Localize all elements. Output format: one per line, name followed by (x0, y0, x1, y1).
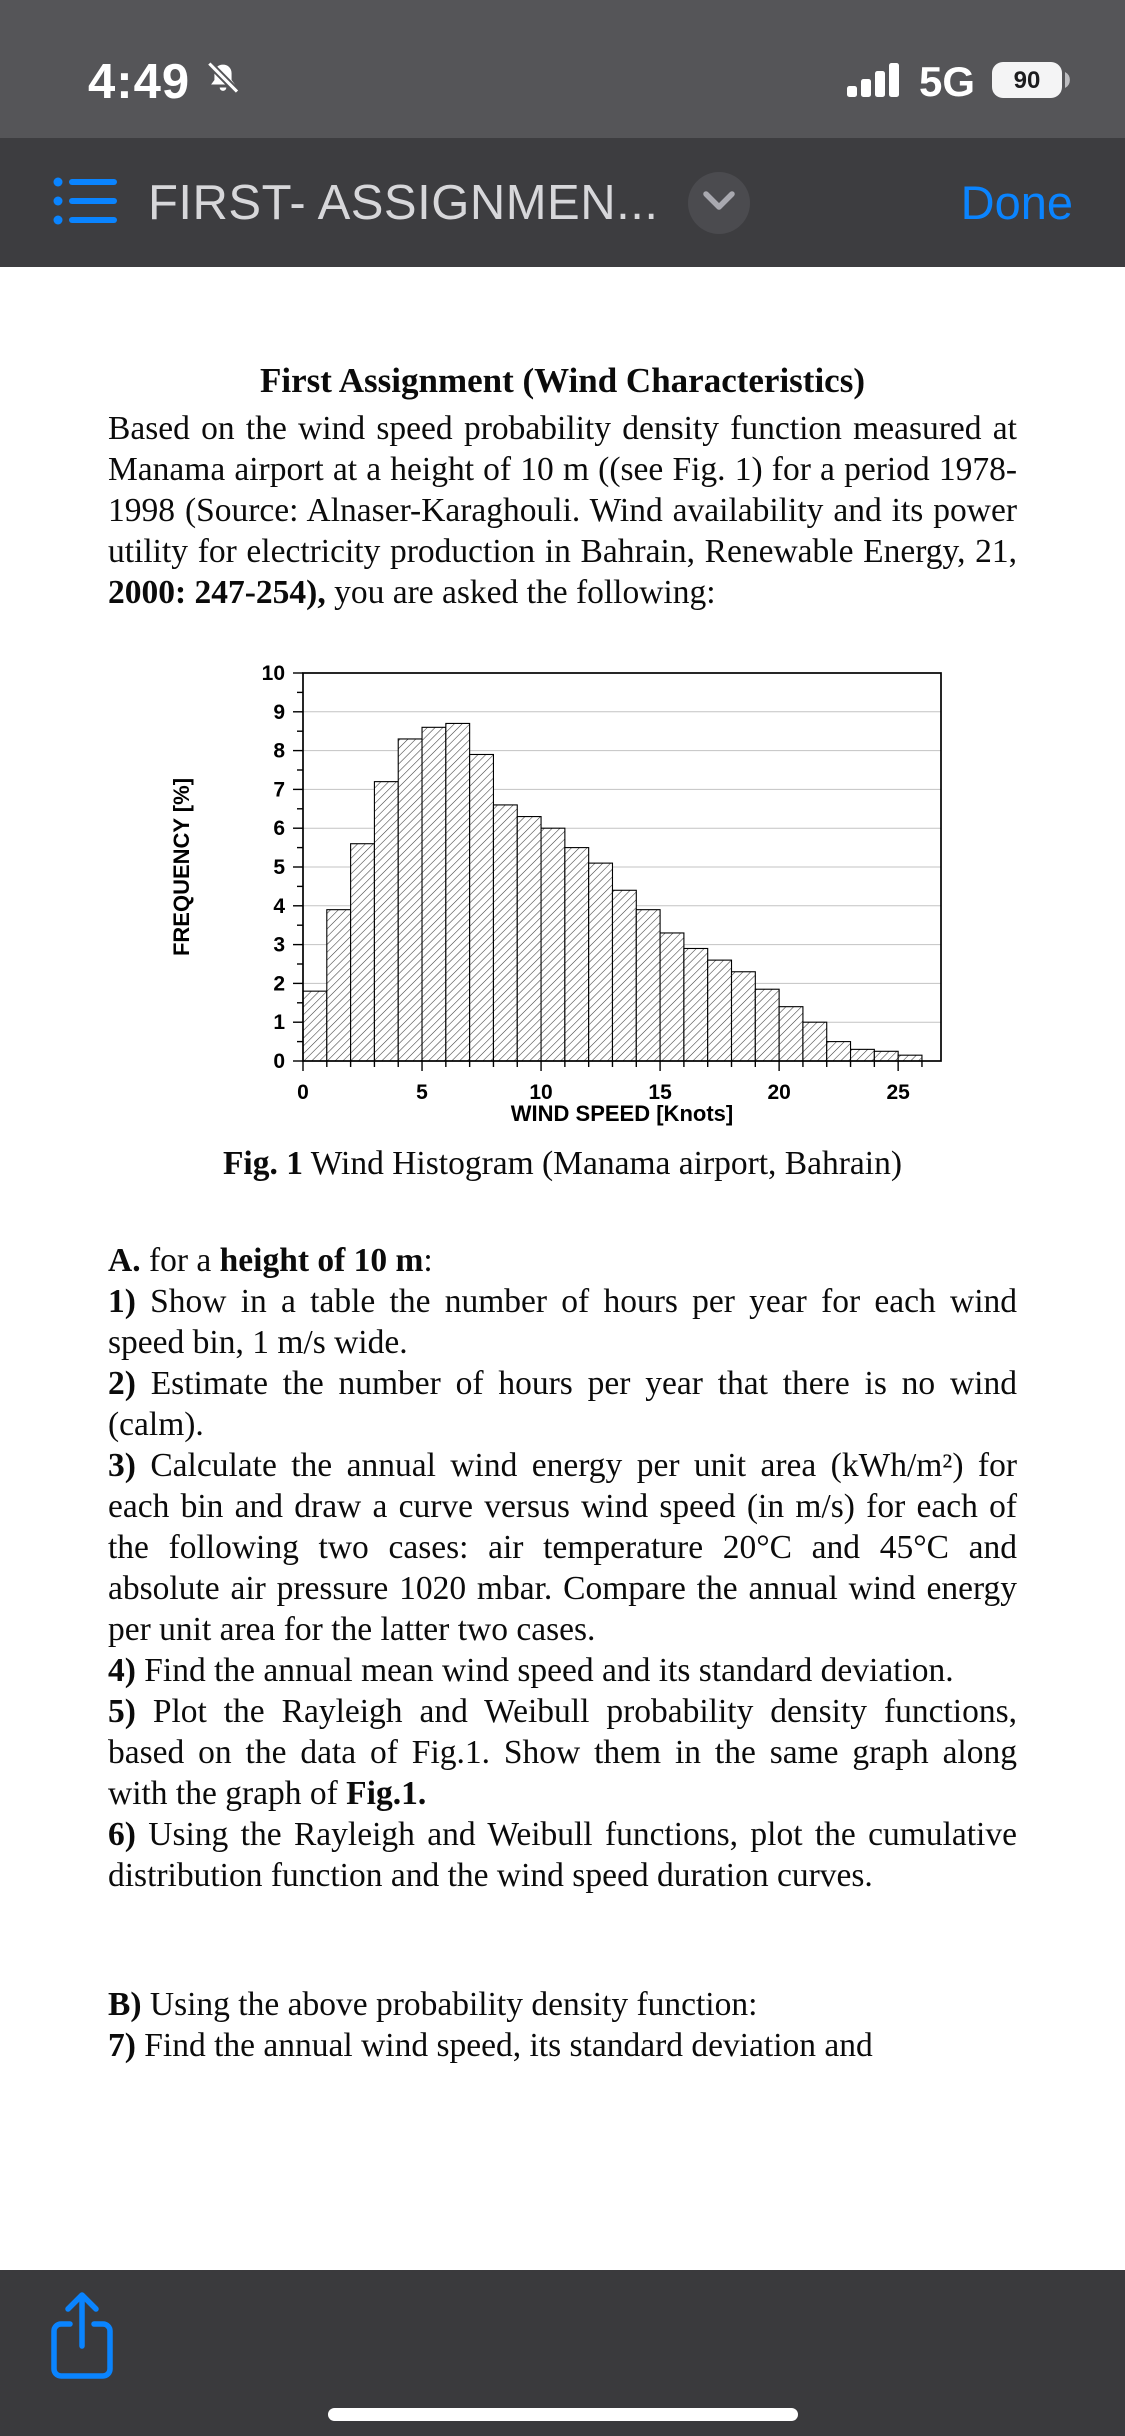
home-indicator[interactable] (327, 2408, 798, 2421)
menu-button[interactable] (52, 174, 118, 231)
task-item-3: 3) Calculate the annual wind energy per … (108, 1445, 1017, 1650)
text-segment: for a (140, 1242, 220, 1279)
svg-text:1: 1 (273, 1011, 285, 1034)
done-button[interactable]: Done (960, 176, 1073, 229)
svg-text:9: 9 (273, 701, 285, 724)
wind-histogram-svg: 0 1 2 3 4 5 6 7 8 9 10 0 5 10 15 20 25 WIND SPEED [Knots]… (169, 662, 942, 1126)
svg-text:3: 3 (273, 934, 285, 957)
text-segment: 3) (108, 1447, 136, 1484)
section-b-heading: B) Using the above probability density f… (108, 1984, 1017, 2025)
task-item-6: 6) Using the Rayleigh and Weibull functi… (108, 1814, 1017, 1896)
text-segment: Plot the Rayleigh and Weibull probabilit… (108, 1693, 1017, 1812)
svg-text:10: 10 (529, 1081, 552, 1104)
network-type-label: 5G (918, 58, 975, 105)
intro-paragraph: Based on the wind speed probability dens… (108, 408, 1017, 613)
text-segment: 2) (108, 1365, 136, 1402)
svg-text:0: 0 (297, 1081, 309, 1104)
collapse-title-button[interactable] (688, 171, 751, 234)
list-menu-icon (52, 177, 118, 231)
document-toolbar: FIRST- ASSIGNMEN... Done (0, 138, 1125, 267)
task-item-7: 7) Find the annual wind speed, its stand… (108, 2025, 1017, 2066)
svg-text:2: 2 (273, 972, 285, 995)
svg-text:20: 20 (767, 1081, 790, 1104)
text-segment: 7) (108, 2027, 136, 2064)
text-segment: 4) (108, 1652, 136, 1689)
section-a-heading: A. for a height of 10 m: (108, 1240, 1017, 1281)
text-segment: Using the Rayleigh and Weibull functions… (108, 1816, 1017, 1894)
task-item-5: 5) Plot the Rayleigh and Weibull probabi… (108, 1691, 1017, 1814)
text-segment: Using the above probability density func… (141, 1986, 758, 2023)
svg-text:5: 5 (416, 1081, 428, 1104)
wind-histogram-figure: 0 1 2 3 4 5 6 7 8 9 10 0 5 10 15 20 25 WIND SPEED [Knots]… (108, 657, 1017, 1184)
chevron-down-icon (702, 190, 736, 215)
text-segment: Find the annual mean wind speed and its … (135, 1652, 954, 1689)
text-segment: Wind Histogram (Manama airport, Bahrain) (303, 1145, 903, 1182)
document-view[interactable]: First Assignment (Wind Characteristics) … (0, 267, 1125, 2436)
doc-heading: First Assignment (Wind Characteristics) (260, 361, 865, 400)
text-segment: height of 10 m (219, 1242, 424, 1279)
text-segment: you are asked the following: (325, 574, 716, 611)
text-segment: : (423, 1242, 433, 1279)
svg-text:7: 7 (273, 778, 285, 801)
text-segment: Fig.1. (346, 1775, 427, 1812)
text-segment: 6) (108, 1816, 136, 1853)
battery-percent: 90 (1014, 67, 1041, 94)
svg-text:6: 6 (273, 817, 285, 840)
text-segment: B) (108, 1986, 142, 2023)
figure-caption: Fig. 1 Wind Histogram (Manama airport, B… (108, 1143, 1017, 1184)
status-bar: 4:49 5G (0, 0, 1125, 138)
svg-text:25: 25 (886, 1081, 910, 1104)
task-item-4: 4) Find the annual mean wind speed and i… (108, 1650, 1017, 1691)
text-segment: 5) (108, 1693, 136, 1730)
text-segment: 2000: 247-254), (108, 574, 326, 611)
document-title: FIRST- ASSIGNMEN... (148, 175, 659, 230)
status-right: 5G 90 (846, 58, 1073, 106)
share-icon (46, 2292, 118, 2385)
svg-text:15: 15 (648, 1081, 672, 1104)
svg-text:4: 4 (273, 895, 285, 918)
task-item-1: 1) Show in a table the number of hours p… (108, 1281, 1017, 1363)
cellular-signal-icon (846, 62, 903, 103)
svg-text:FREQUENCY [%]: FREQUENCY [%] (169, 778, 194, 956)
svg-text:10: 10 (261, 662, 284, 685)
text-segment: A. (108, 1242, 141, 1279)
text-segment: Fig. 1 (222, 1145, 303, 1182)
text-segment: Estimate the number of hours per year th… (108, 1365, 1017, 1443)
svg-text:5: 5 (273, 856, 285, 879)
task-item-2: 2) Estimate the number of hours per year… (108, 1363, 1017, 1445)
svg-text:WIND SPEED [Knots]: WIND SPEED [Knots] (510, 1101, 732, 1126)
share-button[interactable] (46, 2290, 118, 2385)
battery-icon: 90 (991, 59, 1073, 106)
svg-text:8: 8 (273, 740, 285, 763)
silent-mode-icon (202, 59, 244, 106)
text-segment: Based on the wind speed probability dens… (108, 410, 1017, 570)
text-segment: Show in a table the number of hours per … (108, 1283, 1017, 1361)
status-left: 4:49 (88, 54, 244, 110)
clock: 4:49 (88, 55, 191, 109)
text-segment: Calculate the annual wind energy per uni… (108, 1447, 1017, 1648)
text-segment: 1) (108, 1283, 136, 1320)
text-segment: Find the annual wind speed, its standard… (135, 2027, 873, 2064)
svg-text:0: 0 (273, 1050, 285, 1073)
